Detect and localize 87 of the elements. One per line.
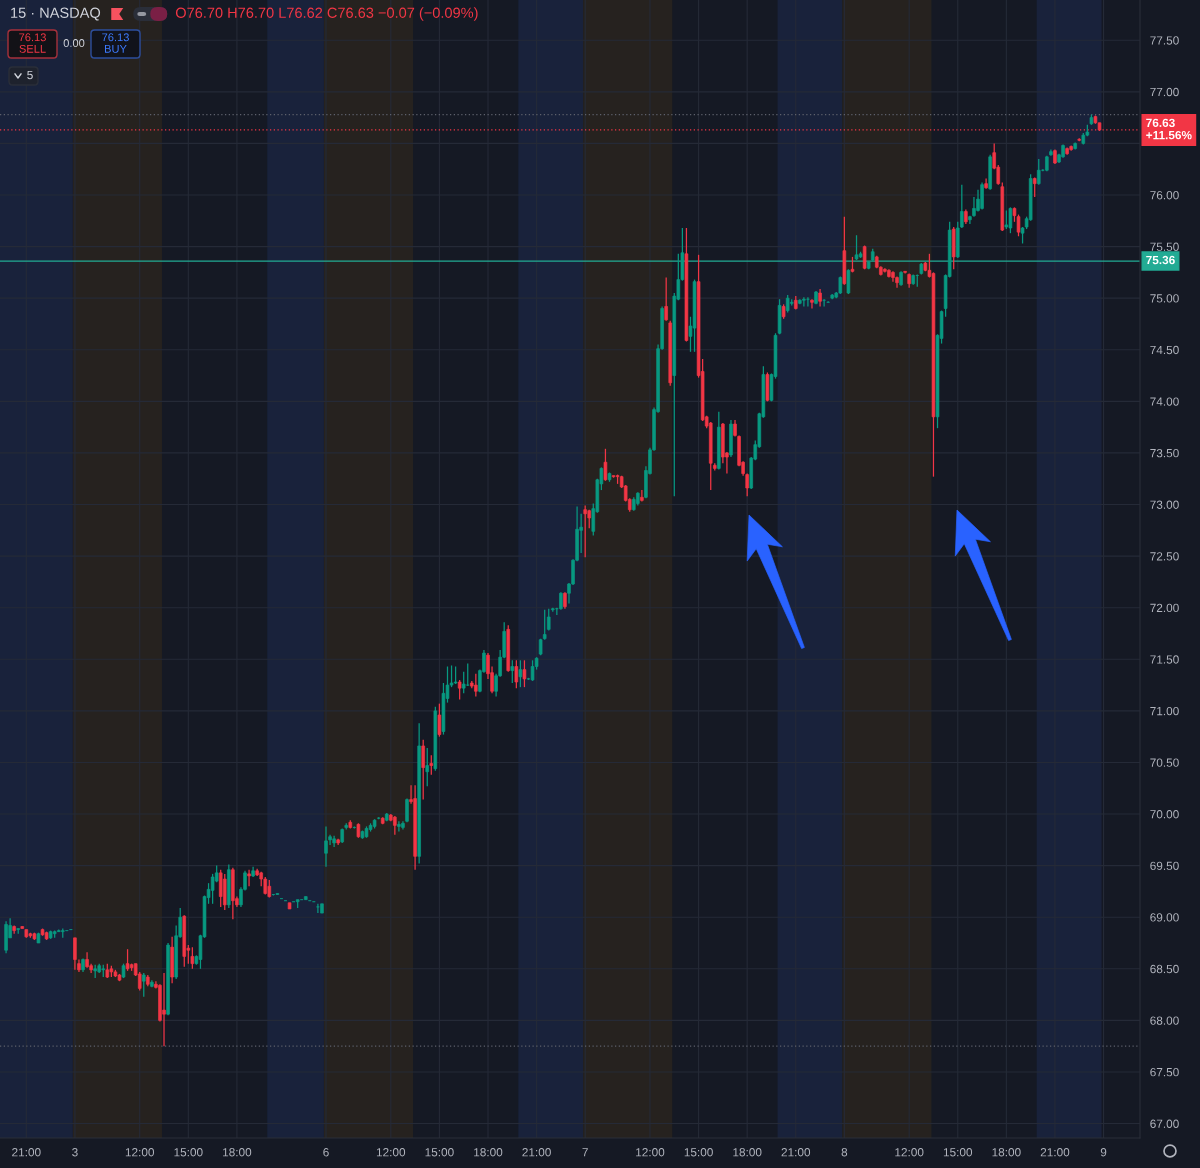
x-tick-label: 7 <box>582 1148 588 1157</box>
chart-subtitle: O76.70 H76.70 L76.62 C76.63 −0.07 (−0.09%) <box>175 7 478 21</box>
candlestick <box>640 489 644 503</box>
candlestick <box>190 946 195 970</box>
y-tick-label: 70.00 <box>1150 810 1179 819</box>
x-tick-label: 21:00 <box>1040 1148 1070 1157</box>
x-tick-label: 18:00 <box>733 1148 762 1157</box>
candlestick <box>218 869 223 908</box>
x-tick-label: 18:00 <box>474 1148 503 1157</box>
y-tick-label: 73.00 <box>1150 500 1179 509</box>
ref-line-label: 75.36 <box>1146 255 1175 265</box>
y-tick-label: 72.00 <box>1150 603 1179 613</box>
y-tick-label: 73.50 <box>1150 448 1179 458</box>
y-tick-label: 75.50 <box>1150 242 1179 251</box>
y-tick-label: 74.00 <box>1150 397 1179 406</box>
candlestick <box>324 825 328 868</box>
candlestick <box>316 903 320 914</box>
candlestick <box>802 296 806 308</box>
x-tick-label: 15:00 <box>684 1148 713 1157</box>
y-tick-label: 70.50 <box>1150 758 1179 767</box>
x-tick-label: 12:00 <box>125 1148 155 1157</box>
y-tick-label: 69.00 <box>1150 913 1179 922</box>
x-tick-label: 15:00 <box>943 1148 973 1157</box>
candlestick <box>421 739 425 801</box>
x-tick-label: 3 <box>72 1148 78 1157</box>
y-tick-label: 77.00 <box>1150 87 1179 97</box>
y-tick-label: 77.50 <box>1150 36 1179 45</box>
x-tick-label: 21:00 <box>781 1148 811 1157</box>
y-tick-label: 74.50 <box>1150 345 1179 355</box>
x-tick-label: 21:00 <box>522 1148 551 1157</box>
candlestick <box>810 298 814 310</box>
x-tick-label: 21:00 <box>12 1148 41 1157</box>
y-tick-label: 67.50 <box>1150 1068 1179 1077</box>
chart-title: 15 · NASDAQ <box>11 7 101 21</box>
candlestick <box>397 820 401 833</box>
candlestick <box>530 659 535 682</box>
annotation: 76.13 BUY <box>102 33 129 53</box>
y-tick-label: 71.00 <box>1150 706 1179 716</box>
candlestick <box>1004 209 1009 230</box>
x-tick-label: 12:00 <box>895 1148 924 1157</box>
candlestick <box>465 662 470 687</box>
candlestick <box>514 659 519 689</box>
candlestick <box>1032 176 1037 198</box>
candlestick <box>522 659 527 688</box>
candlestick <box>980 181 984 211</box>
x-tick-label: 18:00 <box>992 1148 1021 1157</box>
candlestick <box>1008 206 1013 234</box>
y-tick-label: 75.00 <box>1150 294 1179 303</box>
x-tick-label: 8 <box>841 1148 848 1157</box>
x-tick-label: 15:00 <box>425 1148 454 1157</box>
candlestick <box>429 754 434 776</box>
candlestick <box>984 177 988 190</box>
y-tick-label: 76.00 <box>1150 191 1179 200</box>
x-tick-label: 9 <box>1100 1148 1107 1157</box>
candlestick <box>247 869 251 887</box>
candlestick <box>474 673 478 698</box>
y-tick-label: 67.00 <box>1150 1119 1179 1128</box>
x-tick-label: 15:00 <box>174 1148 203 1157</box>
x-tick-label: 18:00 <box>223 1148 252 1157</box>
x-tick-label: 12:00 <box>376 1148 406 1157</box>
candlestick <box>854 234 859 261</box>
annotation: 0.00 <box>63 39 85 47</box>
ref-line-label: 76.63 +11.56% <box>1146 118 1192 140</box>
x-tick-label: 6 <box>323 1148 329 1157</box>
candlestick <box>664 276 668 322</box>
y-tick-label: 68.00 <box>1150 1016 1179 1025</box>
y-tick-label: 71.50 <box>1150 655 1179 664</box>
candlestick <box>510 659 515 684</box>
candlestick <box>846 268 851 295</box>
candlestick <box>583 504 587 558</box>
candlestick <box>437 703 442 738</box>
candlestick <box>210 873 215 905</box>
y-tick-label: 69.50 <box>1150 861 1179 871</box>
candlestick <box>393 815 397 836</box>
x-tick-label: 12:00 <box>636 1148 665 1157</box>
candlestick <box>125 948 130 972</box>
annotation: 76.13 SELL <box>19 33 46 53</box>
y-tick-label: 72.50 <box>1150 552 1179 561</box>
y-tick-label: 68.50 <box>1150 964 1179 974</box>
candlestick <box>1036 158 1041 186</box>
candlestick <box>518 659 523 688</box>
candlestick <box>162 972 166 1047</box>
candlestick <box>457 679 462 701</box>
candlestick <box>142 972 146 998</box>
annotation: 5 <box>27 70 33 80</box>
candlestick <box>73 937 77 971</box>
candlestick <box>603 448 608 482</box>
